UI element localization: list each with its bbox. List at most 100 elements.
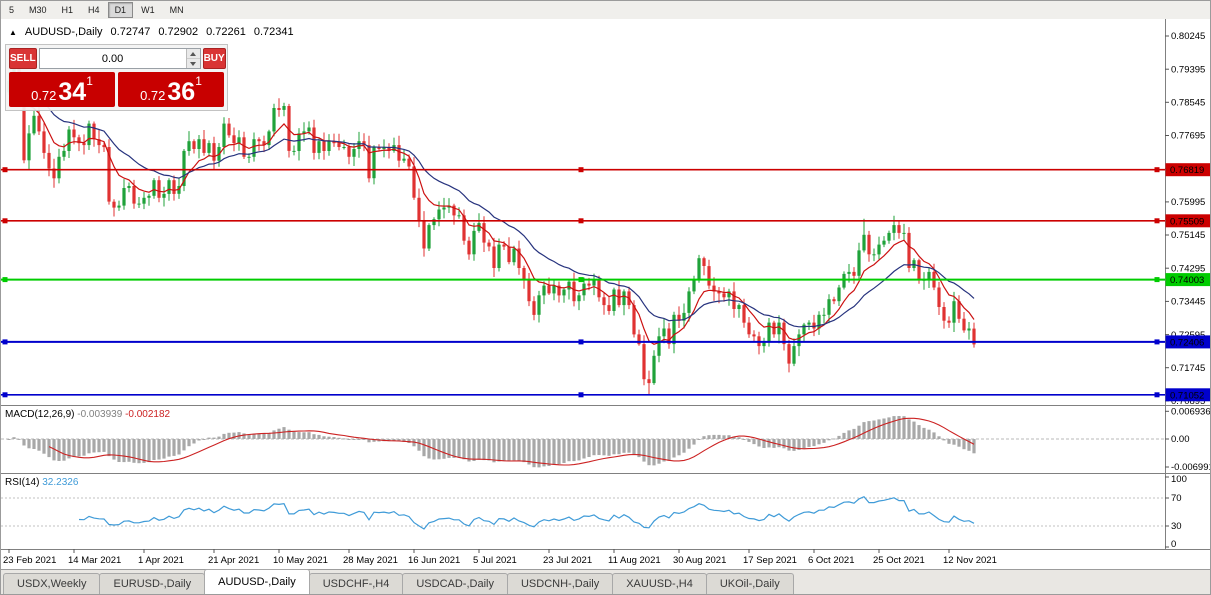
svg-text:70: 70: [1171, 493, 1182, 504]
one-click-toggle-icon[interactable]: ▲: [9, 27, 17, 37]
svg-text:0.74295: 0.74295: [1171, 263, 1205, 274]
one-click-trading-panel: SELL BUY 0.72 34 1 0.72 36 1: [5, 44, 228, 111]
svg-text:0.78545: 0.78545: [1171, 98, 1205, 109]
ask-price-pip: 1: [195, 74, 202, 88]
price-chart[interactable]: 0.802450.793950.785450.776950.768450.759…: [1, 19, 1211, 571]
svg-text:0.79395: 0.79395: [1171, 64, 1205, 75]
svg-text:1 Apr 2021: 1 Apr 2021: [138, 555, 184, 566]
line-handle: [2, 392, 8, 398]
svg-text:0.74003: 0.74003: [1170, 275, 1204, 286]
chart-tab-usdchf-h4[interactable]: USDCHF-,H4: [308, 573, 404, 594]
rsi-line: [78, 495, 975, 530]
line-handle: [578, 218, 584, 224]
line-handle: [578, 277, 584, 283]
svg-text:0.77695: 0.77695: [1171, 131, 1205, 142]
svg-text:0.72595: 0.72595: [1171, 330, 1205, 341]
svg-text:23 Feb 2021: 23 Feb 2021: [3, 555, 56, 566]
chart-tab-xauusd-h4[interactable]: XAUUSD-,H4: [612, 573, 707, 594]
chart-tabs-bar: USDX,Weekly EURUSD-,Daily AUDUSD-,Daily USD…: [1, 569, 1210, 594]
bid-price-pip: 1: [86, 74, 93, 88]
svg-text:30 Aug 2021: 30 Aug 2021: [673, 555, 726, 566]
svg-text:0: 0: [1171, 539, 1176, 550]
volume-increment-icon[interactable]: [186, 49, 200, 59]
ask-quote-button[interactable]: 0.72 36 1: [118, 72, 224, 107]
macd-signal-line: [48, 417, 975, 466]
bid-price-prefix: 0.72: [31, 88, 57, 103]
volume-stepper: [38, 48, 201, 69]
svg-text:30: 30: [1171, 521, 1182, 532]
chart-header: ▲ AUDUSD-,Daily 0.72747 0.72902 0.72261 …: [9, 26, 294, 38]
level-line-074003[interactable]: [1, 277, 1165, 283]
line-handle: [2, 167, 8, 173]
chart-tab-ukoil-daily[interactable]: UKOil-,Daily: [705, 573, 794, 594]
timeframe-button-d1[interactable]: D1: [107, 2, 134, 18]
svg-text:21 Apr 2021: 21 Apr 2021: [208, 555, 259, 566]
svg-text:10 May 2021: 10 May 2021: [273, 555, 328, 566]
line-handle: [2, 277, 8, 283]
ask-price-big: 36: [167, 78, 196, 106]
chart-tab-eurusd-daily[interactable]: EURUSD-,Daily: [99, 573, 206, 594]
date-axis[interactable]: 23 Feb 2021 14 Mar 2021 1 Apr 2021 21 Apr 2…: [3, 549, 997, 566]
macd-pane[interactable]: 0.006936 0.00 -0.006991 MACD(12,26,9) -0.00…: [1, 407, 1211, 474]
svg-text:0.71745: 0.71745: [1171, 363, 1205, 374]
svg-text:-0.006991: -0.006991: [1171, 462, 1211, 473]
line-handle: [1154, 167, 1160, 173]
price-level-badges: 0.76819 0.75509 0.74003 0.72406 0.71052: [1165, 163, 1210, 402]
horizontal-level-lines[interactable]: [1, 167, 1165, 398]
timeframe-button-h4[interactable]: H4: [88, 5, 100, 15]
volume-decrement-icon[interactable]: [186, 59, 200, 68]
svg-text:0.006936: 0.006936: [1171, 407, 1211, 418]
chart-tab-usdx-weekly[interactable]: USDX,Weekly: [3, 573, 101, 594]
rsi-pane[interactable]: 100 70 30 0 RSI(14) 32.2326: [1, 474, 1187, 550]
bid-price-big: 34: [58, 78, 87, 106]
line-handle: [1154, 392, 1160, 398]
sell-button[interactable]: SELL: [9, 48, 37, 69]
chart-tab-usdcnh-daily[interactable]: USDCNH-,Daily: [506, 573, 614, 594]
timeframe-button-m30[interactable]: M30: [29, 5, 47, 15]
volume-input[interactable]: [39, 49, 186, 68]
svg-text:0.00: 0.00: [1171, 434, 1190, 445]
ohlc-open: 0.72747: [110, 26, 151, 38]
level-line-071052[interactable]: [1, 392, 1165, 398]
svg-text:0.75509: 0.75509: [1170, 216, 1204, 227]
timeframe-button-mn[interactable]: MN: [169, 5, 184, 15]
svg-text:25 Oct 2021: 25 Oct 2021: [873, 555, 925, 566]
svg-text:16 Jun 2021: 16 Jun 2021: [408, 555, 460, 566]
svg-text:0.75995: 0.75995: [1171, 197, 1205, 208]
svg-text:23 Jul 2021: 23 Jul 2021: [543, 555, 592, 566]
level-line-072406[interactable]: [1, 339, 1165, 345]
ohlc-low: 0.72261: [206, 26, 246, 38]
ma-slow-line: [8, 78, 975, 328]
level-line-076819[interactable]: [1, 167, 1165, 173]
rsi-label: RSI(14) 32.2326: [5, 477, 79, 488]
timeframe-button-w1[interactable]: W1: [141, 5, 155, 15]
svg-text:0.73445: 0.73445: [1171, 297, 1205, 308]
timeframe-button-5[interactable]: 5: [9, 5, 15, 15]
level-line-075509[interactable]: [1, 218, 1165, 224]
svg-text:0.71052: 0.71052: [1170, 390, 1204, 401]
macd-label: MACD(12,26,9) -0.003939 -0.002182: [5, 409, 171, 420]
buy-button[interactable]: BUY: [202, 48, 226, 69]
svg-text:5 Jul 2021: 5 Jul 2021: [473, 555, 517, 566]
svg-text:0.70895: 0.70895: [1171, 396, 1205, 407]
svg-text:17 Sep 2021: 17 Sep 2021: [743, 555, 797, 566]
svg-text:0.72406: 0.72406: [1170, 337, 1204, 348]
svg-text:12 Nov 2021: 12 Nov 2021: [943, 555, 997, 566]
line-handle: [578, 392, 584, 398]
bid-quote-button[interactable]: 0.72 34 1: [9, 72, 115, 107]
line-handle: [1154, 277, 1160, 283]
svg-text:0.80245: 0.80245: [1171, 31, 1205, 42]
ohlc-close: 0.72341: [253, 26, 294, 38]
svg-text:11 Aug 2021: 11 Aug 2021: [608, 555, 661, 566]
svg-text:0.75145: 0.75145: [1171, 230, 1205, 241]
ask-price-prefix: 0.72: [140, 88, 166, 103]
chart-tab-audusd-daily[interactable]: AUDUSD-,Daily: [204, 569, 310, 594]
line-handle: [2, 218, 8, 224]
timeframe-toolbar: 5 M30 H1 H4 D1 W1 MN: [1, 1, 1210, 20]
timeframe-button-h1[interactable]: H1: [61, 5, 74, 15]
svg-text:0.76819: 0.76819: [1170, 165, 1204, 176]
chart-tab-usdcad-daily[interactable]: USDCAD-,Daily: [402, 573, 508, 594]
chart-symbol-label: AUDUSD-,Daily: [24, 26, 103, 38]
line-handle: [578, 167, 584, 173]
